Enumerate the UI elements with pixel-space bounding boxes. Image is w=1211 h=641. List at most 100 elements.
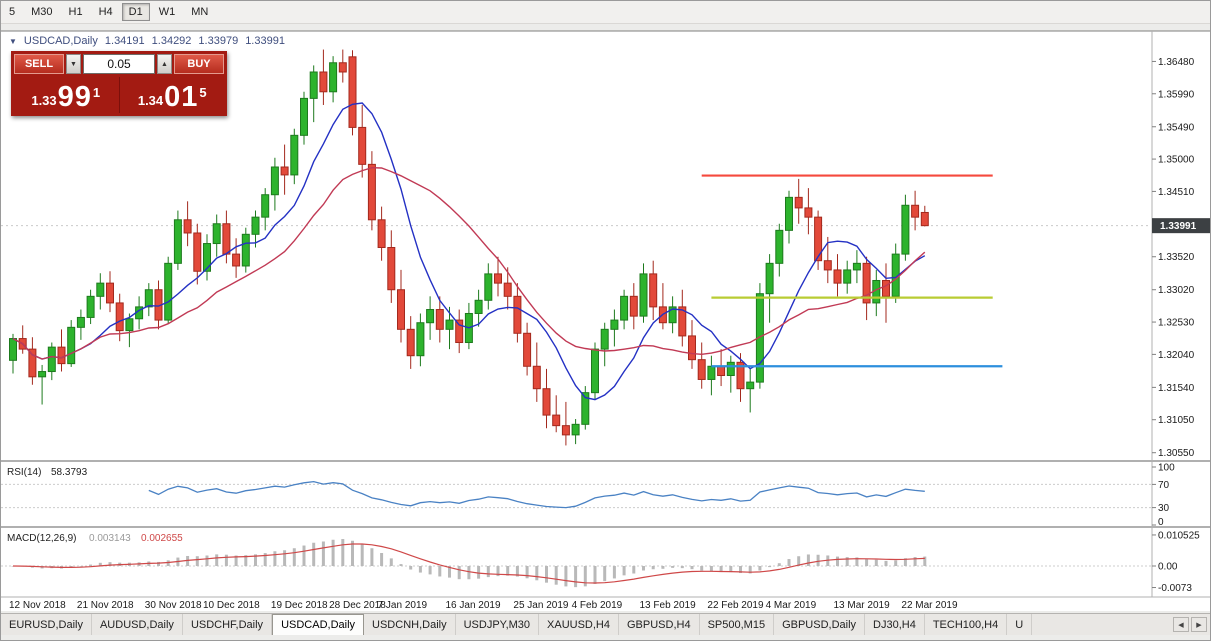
rsi-line [148,480,925,509]
svg-text:4 Feb 2019: 4 Feb 2019 [572,600,623,611]
timeframe-M30[interactable]: M30 [24,3,59,21]
symbol-dropdown-icon[interactable]: ▼ [9,36,17,46]
svg-text:25 Jan 2019: 25 Jan 2019 [513,600,568,611]
timeframe-5[interactable]: 5 [2,3,22,21]
chart-tab-DJ30-H4[interactable]: DJ30,H4 [865,614,925,635]
svg-text:1.30550: 1.30550 [1158,448,1195,459]
macd-pane [1,539,1151,588]
svg-text:1.31050: 1.31050 [1158,415,1195,426]
svg-text:21 Nov 2018: 21 Nov 2018 [77,600,134,611]
current-price-badge: 1.33991 [1152,218,1210,234]
timeframe-D1[interactable]: D1 [121,3,150,21]
chart-tab-USDCNH-Daily[interactable]: USDCNH,Daily [364,614,456,635]
timeframe-toolbar: 5 M30 H1 H4 D1 W1 MN [1,1,1210,24]
svg-text:12 Nov 2018: 12 Nov 2018 [9,600,66,611]
svg-text:1.33991: 1.33991 [1160,221,1197,232]
sell-button[interactable]: SELL [14,54,64,74]
ma-fast-line [12,102,926,401]
svg-text:1.35990: 1.35990 [1158,89,1195,100]
svg-text:30 Nov 2018: 30 Nov 2018 [145,600,202,611]
svg-text:22 Mar 2019: 22 Mar 2019 [901,600,958,611]
ma-slow-line [12,166,926,360]
volume-decrease-button[interactable]: ▼ [66,54,81,74]
svg-text:100: 100 [1158,463,1175,474]
svg-text:70: 70 [1158,480,1170,491]
date-axis[interactable]: 12 Nov 2018 21 Nov 2018 30 Nov 2018 10 Dec … [9,600,958,611]
volume-increase-button[interactable]: ▲ [157,54,172,74]
tab-scroll-left-icon[interactable]: ◀ [1173,617,1189,632]
volume-input[interactable] [83,54,155,74]
price-divider [118,77,120,113]
ohlc-high: 1.34292 [151,35,192,47]
trade-controls-row: SELL ▼ ▲ BUY [14,54,224,74]
macd-labels: 0.010525 0.00 -0.0073 MACD(12,26,9) 0.003143… [7,530,1200,594]
buy-button[interactable]: BUY [174,54,224,74]
timeframe-MN[interactable]: MN [184,3,215,21]
trade-prices-row: 1.33 99 1 1.34 01 5 [14,77,224,113]
svg-text:13 Mar 2019: 13 Mar 2019 [834,600,891,611]
chart-tab-USDCAD-Daily[interactable]: USDCAD,Daily [272,614,365,635]
svg-text:1.33520: 1.33520 [1158,252,1195,263]
macd-signal-line [12,543,925,584]
svg-text:16 Jan 2019: 16 Jan 2019 [446,600,501,611]
svg-text:MACD(12,26,9): MACD(12,26,9) [7,533,76,544]
svg-text:1.31540: 1.31540 [1158,383,1195,394]
chart-tab-AUDUSD-Daily[interactable]: AUDUSD,Daily [92,614,183,635]
chart-tab-SP500-M15[interactable]: SP500,M15 [700,614,775,635]
svg-text:0: 0 [1158,517,1164,528]
svg-text:7 Jan 2019: 7 Jan 2019 [378,600,428,611]
chart-tab-USDJPY-M30[interactable]: USDJPY,M30 [456,614,540,635]
svg-text:58.3793: 58.3793 [51,467,88,478]
svg-text:0.003143: 0.003143 [89,533,131,544]
caret-up-icon: ▲ [161,60,168,68]
svg-text:28 Dec 2018: 28 Dec 2018 [329,600,386,611]
tab-scroll-controls: ◀ ▶ [1173,617,1207,632]
chart-ohlc-header: ▼ USDCAD,Daily 1.34191 1.34292 1.33979 1… [9,35,285,47]
svg-text:13 Feb 2019: 13 Feb 2019 [640,600,697,611]
ohlc-low: 1.33979 [198,35,239,47]
chart-tab-XAUUSD-H4[interactable]: XAUUSD,H4 [539,614,619,635]
svg-text:1.35490: 1.35490 [1158,122,1195,133]
buy-price-pips: 01 [164,81,199,113]
sell-price-pips: 99 [57,81,92,113]
svg-text:1.32530: 1.32530 [1158,318,1195,329]
chart-tab-EURUSD-Daily[interactable]: EURUSD,Daily [1,614,92,635]
sell-price-display[interactable]: 1.33 99 1 [14,77,118,113]
svg-text:1.32040: 1.32040 [1158,350,1195,361]
timeframe-W1[interactable]: W1 [152,3,183,21]
svg-text:-0.0073: -0.0073 [1158,583,1192,594]
ohlc-open: 1.34191 [104,35,145,47]
svg-text:22 Feb 2019: 22 Feb 2019 [707,600,764,611]
sell-price-point: 1 [92,85,101,100]
svg-text:4 Mar 2019: 4 Mar 2019 [766,600,817,611]
chart-tab-USDCHF-Daily[interactable]: USDCHF,Daily [183,614,273,635]
chart-tabbar: EURUSD,Daily AUDUSD,Daily USDCHF,Daily USDC… [1,613,1210,635]
svg-text:0.00: 0.00 [1158,562,1178,573]
candlestick-series [9,49,929,446]
svg-text:30: 30 [1158,503,1170,514]
svg-text:0.010525: 0.010525 [1158,530,1200,541]
svg-text:0.002655: 0.002655 [141,533,183,544]
svg-text:19 Dec 2018: 19 Dec 2018 [271,600,328,611]
chart-tab-TECH100-H4[interactable]: TECH100,H4 [925,614,1008,635]
svg-text:1.33020: 1.33020 [1158,285,1195,296]
chart-tab-GBPUSD-H4[interactable]: GBPUSD,H4 [619,614,700,635]
rsi-pane: 100 70 30 0 RSI(14) 58.3793 [1,463,1175,528]
timeframe-H4[interactable]: H4 [92,3,120,21]
sell-price-figure: 1.33 [31,93,57,108]
buy-price-point: 5 [199,85,207,100]
svg-text:1.36480: 1.36480 [1158,57,1195,68]
price-scale[interactable]: 1.364801.359901.354901.350001.345101.340… [1152,57,1195,459]
buy-price-display[interactable]: 1.34 01 5 [121,77,225,113]
timeframe-H1[interactable]: H1 [62,3,90,21]
caret-down-icon: ▼ [70,60,77,68]
svg-text:1.35000: 1.35000 [1158,155,1195,166]
one-click-trading-panel: SELL ▼ ▲ BUY 1.33 99 1 1.34 01 5 [11,51,227,116]
chart-tab-U[interactable]: U [1007,614,1033,635]
horizontal-line-objects [701,174,1003,368]
chart-tab-GBPUSD-Daily[interactable]: GBPUSD,Daily [774,614,866,635]
svg-text:RSI(14): RSI(14) [7,467,41,478]
buy-price-figure: 1.34 [137,93,164,108]
tab-scroll-right-icon[interactable]: ▶ [1191,617,1207,632]
